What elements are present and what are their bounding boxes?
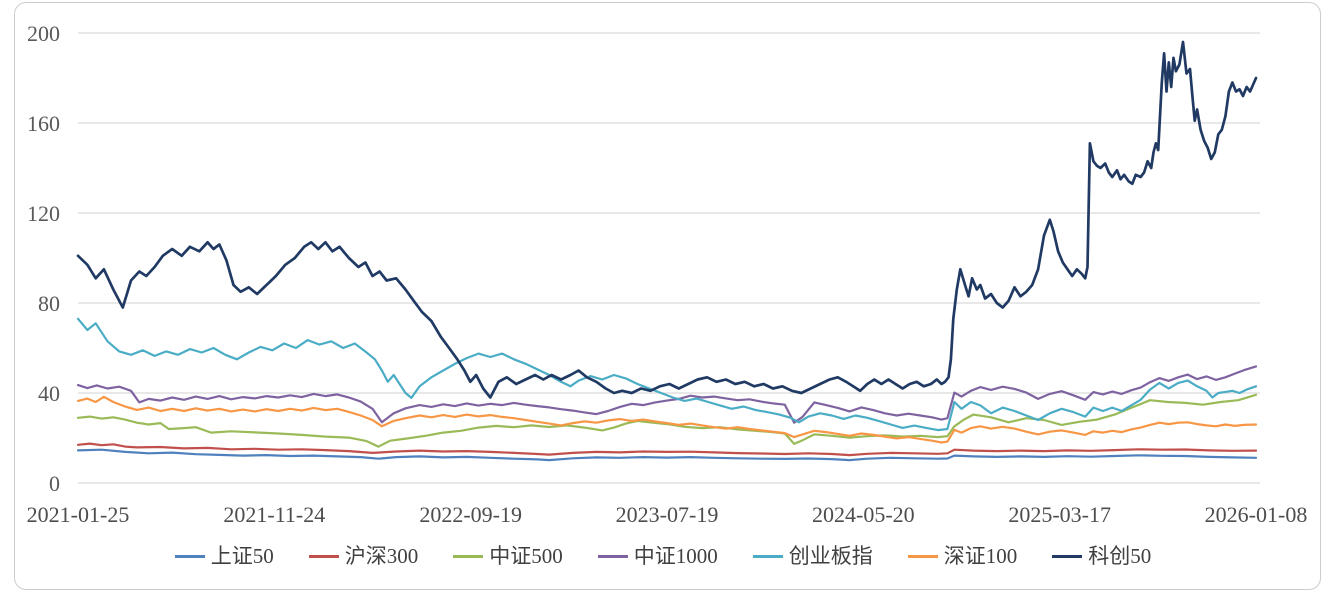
y-axis-label: 80 (38, 291, 60, 316)
legend-item-csi1000: 中证1000 (597, 544, 718, 568)
legend-swatch-chinext (752, 555, 783, 558)
legend-item-star50: 科创50 (1052, 546, 1151, 567)
y-axis-label: 0 (49, 471, 60, 496)
series-line-csi1000 (76, 365, 1258, 424)
legend-label-csi500: 中证500 (489, 544, 563, 568)
series-line-csi500 (76, 393, 1258, 448)
legend-item-chinext: 创业板指 (752, 544, 873, 568)
legend-item-csi500: 中证500 (453, 546, 563, 567)
y-axis-label: 160 (27, 111, 60, 136)
y-axis-label: 120 (27, 201, 60, 226)
x-axis-label: 2023-07-19 (616, 502, 719, 527)
legend-label-chinext: 创业板指 (788, 544, 873, 568)
legend-swatch-csi500 (453, 555, 484, 558)
legend-swatch-szse100 (907, 555, 938, 558)
legend-label-csi300: 沪深300 (344, 544, 419, 568)
y-axis-label: 200 (27, 21, 60, 46)
legend-item-sse50: 上证50 (174, 544, 274, 568)
x-axis-label: 2021-11-24 (223, 502, 325, 527)
legend-label-sse50: 上证50 (210, 544, 274, 568)
y-axis-label: 40 (38, 381, 60, 406)
series-line-chinext (76, 317, 1258, 432)
series-line-szse100 (76, 395, 1258, 444)
legend-label-csi1000: 中证1000 (633, 544, 718, 568)
x-axis-label: 2026-01-08 (1205, 502, 1308, 527)
legend-swatch-sse50 (174, 555, 205, 558)
chart-legend: 上证50 沪深300 中证500 中证1000 创业板指 深证100 科创50 (0, 546, 1326, 567)
x-axis-label: 2024-05-20 (812, 502, 915, 527)
legend-item-csi300: 沪深300 (308, 544, 419, 568)
legend-item-szse100: 深证100 (907, 544, 1018, 568)
series-line-csi300 (76, 442, 1258, 457)
legend-swatch-star50 (1052, 555, 1083, 558)
x-axis-label: 2022-09-19 (419, 502, 522, 527)
legend-swatch-csi300 (308, 555, 339, 558)
x-axis-label: 2025-03-17 (1008, 502, 1111, 527)
line-chart: 0 40 80 120 160 200 2021-01-25 2021-11-24 2022-0… (27, 21, 1308, 527)
legend-label-star50: 科创50 (1088, 544, 1152, 568)
series-line-star50 (76, 40, 1258, 399)
legend-label-szse100: 深证100 (943, 544, 1018, 568)
x-axis-label: 2021-01-25 (27, 502, 130, 527)
legend-swatch-csi1000 (597, 555, 628, 558)
series-line-sse50 (76, 448, 1258, 462)
